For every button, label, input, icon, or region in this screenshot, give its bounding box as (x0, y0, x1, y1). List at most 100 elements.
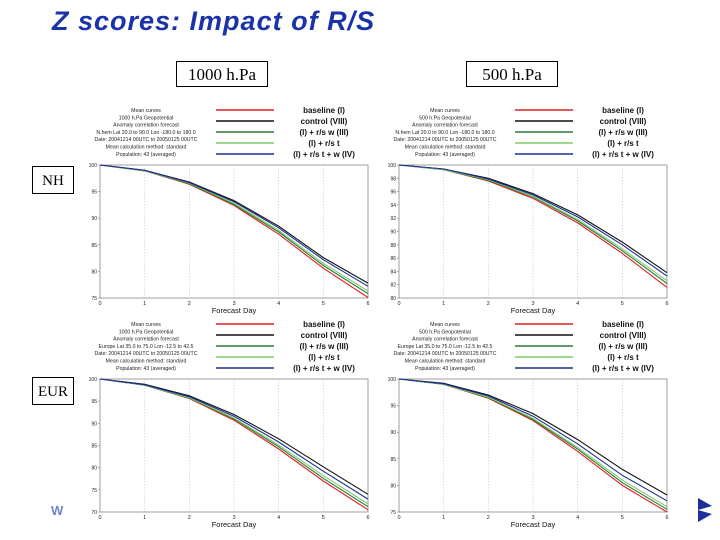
chart-info-line: Population: 43 (averaged) (116, 366, 176, 372)
y-tick-label: 84 (390, 269, 396, 275)
x-tick-label: 0 (397, 515, 400, 521)
y-tick-label: 86 (390, 256, 396, 262)
y-tick-label: 100 (388, 377, 397, 383)
y-tick-label: 96 (390, 190, 396, 196)
x-tick-label: 2 (487, 301, 490, 307)
legend-label: baseline (I) (303, 106, 345, 115)
series-line (398, 164, 668, 277)
x-tick-label: 4 (277, 301, 280, 307)
y-tick-label: 82 (390, 283, 396, 289)
y-tick-label: 88 (390, 243, 396, 249)
legend-label: (I) + r/s t + w (IV) (592, 364, 654, 373)
chart-info-line: Population: 43 (averaged) (415, 366, 475, 372)
series-line (398, 378, 668, 510)
legend-label: (I) + r/s t + w (IV) (592, 150, 654, 159)
legend-label: (I) + r/s t + w (IV) (293, 364, 355, 373)
chart-info-line: Anomaly correlation forecast (113, 123, 179, 129)
series-line (99, 378, 369, 500)
series-line (99, 164, 369, 287)
legend-label: (I) + r/s w (III) (598, 342, 647, 351)
legend-label: control (VIII) (301, 117, 348, 126)
chart-eur-1000hpa: Mean curves 1000 h.Pa Geopotential Anomaly… (84, 318, 374, 530)
chart-info-line: Anomaly correlation forecast (113, 337, 179, 343)
chart-info-line: Population: 43 (averaged) (415, 152, 475, 158)
x-tick-label: 1 (442, 301, 445, 307)
y-tick-label: 90 (390, 430, 396, 436)
corner-logo-icon (698, 498, 712, 522)
x-tick-label: 3 (232, 301, 235, 307)
y-tick-label: 75 (91, 296, 97, 302)
y-tick-label: 95 (91, 190, 97, 196)
legend-label: control (VIII) (301, 331, 348, 340)
row-label-nh: NH (32, 166, 74, 194)
legend-label: (I) + r/s t (308, 139, 340, 148)
y-tick-label: 100 (89, 163, 98, 169)
x-tick-label: 6 (665, 515, 668, 521)
x-tick-label: 0 (98, 515, 101, 521)
series-line (398, 378, 668, 502)
y-tick-label: 95 (91, 399, 97, 405)
y-tick-label: 75 (390, 510, 396, 516)
chart-info-line: Europe Lat 35.0 to 75.0 Lon -12.5 to 42.… (398, 344, 493, 350)
x-tick-label: 5 (621, 515, 624, 521)
y-tick-label: 90 (91, 421, 97, 427)
x-tick-label: 5 (322, 515, 325, 521)
y-tick-label: 90 (91, 216, 97, 222)
legend-label: (I) + r/s t (607, 353, 639, 362)
chart-info-line: Mean curves (430, 322, 460, 328)
x-tick-label: 1 (143, 515, 146, 521)
y-tick-label: 75 (91, 488, 97, 494)
y-tick-label: 80 (390, 296, 396, 302)
chart-info-line: 1000 h.Pa Geopotential (119, 115, 174, 121)
x-tick-label: 1 (442, 515, 445, 521)
column-label-1000hpa: 1000 h.Pa (176, 61, 268, 87)
x-tick-label: 5 (621, 301, 624, 307)
y-tick-label: 92 (390, 216, 396, 222)
chart-info-line: Population: 43 (averaged) (116, 152, 176, 158)
y-tick-label: 85 (91, 243, 97, 249)
y-tick-label: 94 (390, 203, 396, 209)
legend-label: control (VIII) (600, 331, 647, 340)
legend-label: (I) + r/s w (III) (299, 128, 348, 137)
x-tick-label: 2 (487, 515, 490, 521)
chart-info-line: 500 h.Pa Geopotential (419, 329, 471, 335)
chart-info-line: 500 h.Pa Geopotential (419, 115, 471, 121)
chart-info-line: Date: 20041214 00UTC to 20050125 00UTC (394, 137, 497, 143)
chart-info-line: Mean curves (131, 108, 161, 114)
chart-info-line: Mean calculation method: standard (405, 359, 486, 365)
x-axis-label: Forecast Day (511, 520, 556, 529)
chart-info-line: Date: 20041214 00UTC to 20050125 00UTC (394, 351, 497, 357)
x-tick-label: 6 (665, 301, 668, 307)
x-axis-label: Forecast Day (511, 306, 556, 315)
chart-eur-500hpa: Mean curves 500 h.Pa Geopotential Anomaly … (383, 318, 673, 530)
x-tick-label: 5 (322, 301, 325, 307)
y-tick-label: 95 (390, 404, 396, 410)
chart-info-line: Anomaly correlation forecast (412, 123, 478, 129)
legend-label: (I) + r/s t (607, 139, 639, 148)
chart-info-line: Mean calculation method: standard (106, 359, 187, 365)
chart-info-line: N.hem Lat 20.0 to 90.0 Lon -180.0 to 180… (96, 130, 195, 136)
x-tick-label: 3 (531, 515, 534, 521)
x-tick-label: 3 (232, 515, 235, 521)
y-tick-label: 85 (390, 457, 396, 463)
column-label-500hpa: 500 h.Pa (466, 61, 558, 87)
y-tick-label: 80 (390, 483, 396, 489)
y-tick-label: 80 (91, 466, 97, 472)
chart-info-line: Date: 20041214 00UTC to 20050125 00UTC (95, 137, 198, 143)
row-label-eur: EUR (32, 377, 74, 405)
y-tick-label: 100 (388, 163, 397, 169)
series-line (398, 164, 668, 282)
x-axis-label: Forecast Day (212, 520, 257, 529)
legend-label: baseline (I) (303, 320, 345, 329)
legend-label: (I) + r/s t + w (IV) (293, 150, 355, 159)
chart-info-line: Europe Lat 35.0 to 75.0 Lon -12.5 to 42.… (99, 344, 194, 350)
y-tick-label: 80 (91, 269, 97, 275)
x-tick-label: 1 (143, 301, 146, 307)
x-tick-label: 2 (188, 515, 191, 521)
x-tick-label: 3 (531, 301, 534, 307)
y-tick-label: 90 (390, 230, 396, 236)
